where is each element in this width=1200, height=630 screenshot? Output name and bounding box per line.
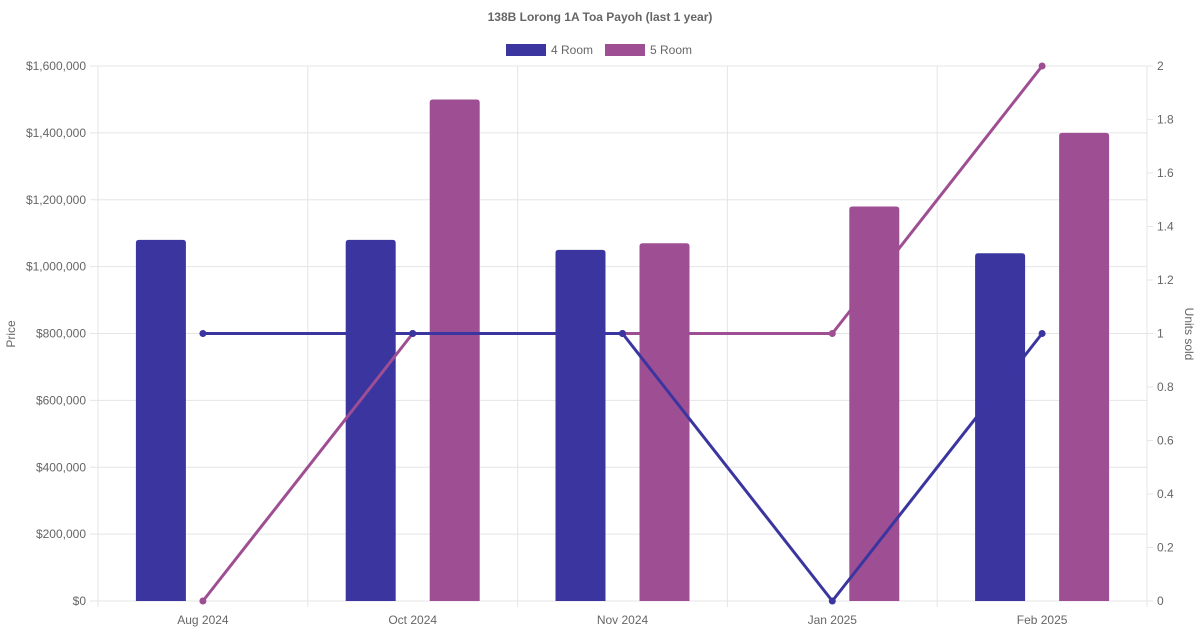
bar-4-room[interactable] [345, 239, 396, 601]
point-units-5-room[interactable] [1038, 62, 1046, 70]
y-tick-label: $200,000 [36, 527, 86, 541]
y-tick-label: $0 [73, 594, 87, 608]
x-tick-label: Feb 2025 [1017, 613, 1068, 627]
y-tick-label: $1,600,000 [26, 59, 86, 73]
y2-tick-label: 0.6 [1157, 434, 1174, 448]
y2-tick-label: 1.8 [1157, 113, 1174, 127]
x-axis-ticks: Aug 2024 Oct 2024 Nov 2024 Jan 2025 Feb 2025 [177, 613, 1068, 627]
legend-swatch-5-room [605, 44, 645, 56]
x-tick-label: Aug 2024 [177, 613, 229, 627]
y-axis-title: Price [4, 320, 18, 348]
legend-swatch-4-room [506, 44, 546, 56]
x-tick-label: Oct 2024 [388, 613, 437, 627]
point-units-4-room[interactable] [1038, 330, 1046, 337]
bar-4-room[interactable] [135, 239, 186, 601]
y2-tick-label: 0 [1157, 594, 1164, 608]
point-units-4-room[interactable] [409, 330, 417, 337]
bar-5-room[interactable] [429, 99, 480, 601]
x-tick-label: Jan 2025 [808, 613, 858, 627]
y2-tick-label: 1.6 [1157, 166, 1174, 180]
bar-5-room[interactable] [639, 243, 690, 601]
x-tick-label: Nov 2024 [597, 613, 649, 627]
y2-tick-label: 0.8 [1157, 380, 1174, 394]
y-tick-label: $1,400,000 [26, 126, 86, 140]
point-units-4-room[interactable] [828, 597, 836, 605]
y-tick-label: $1,200,000 [26, 193, 86, 207]
y-axis-right-ticks: 0 0.2 0.4 0.6 0.8 1 1.2 1.4 1.6 1.8 2 [1157, 59, 1174, 608]
y-tick-label: $400,000 [36, 460, 86, 474]
y2-tick-label: 0.4 [1157, 487, 1174, 501]
y2-axis-title: Units sold [1182, 308, 1196, 361]
legend-item-5-room[interactable]: 5 Room [605, 43, 692, 57]
bar-5-room[interactable] [1059, 132, 1110, 601]
point-units-5-room[interactable] [199, 597, 207, 605]
point-units-4-room[interactable] [199, 330, 207, 337]
legend-item-4-room[interactable]: 4 Room [506, 43, 593, 57]
chart-title: 138B Lorong 1A Toa Payoh (last 1 year) [488, 10, 713, 24]
bar-4-room[interactable] [975, 253, 1026, 601]
units-sold-lines [199, 62, 1046, 605]
legend-label-5-room: 5 Room [650, 43, 692, 57]
bar-4-room[interactable] [555, 249, 606, 601]
point-units-4-room[interactable] [619, 330, 626, 337]
price-bars [135, 99, 1110, 601]
y2-tick-label: 0.2 [1157, 541, 1174, 555]
y-tick-label: $600,000 [36, 393, 86, 407]
legend-label-4-room: 4 Room [551, 43, 593, 57]
y-tick-label: $1,000,000 [26, 260, 86, 274]
legend: 4 Room 5 Room [506, 43, 692, 57]
y2-tick-label: 1.4 [1157, 220, 1174, 234]
y2-tick-label: 1.2 [1157, 273, 1174, 287]
y-axis-left-ticks: $0 $200,000 $400,000 $600,000 $800,000 $1,000… [26, 59, 86, 608]
point-units-5-room[interactable] [828, 330, 836, 337]
y2-tick-label: 1 [1157, 327, 1164, 341]
bar-5-room[interactable] [849, 206, 900, 601]
y2-tick-label: 2 [1157, 59, 1164, 73]
y-tick-label: $800,000 [36, 327, 86, 341]
